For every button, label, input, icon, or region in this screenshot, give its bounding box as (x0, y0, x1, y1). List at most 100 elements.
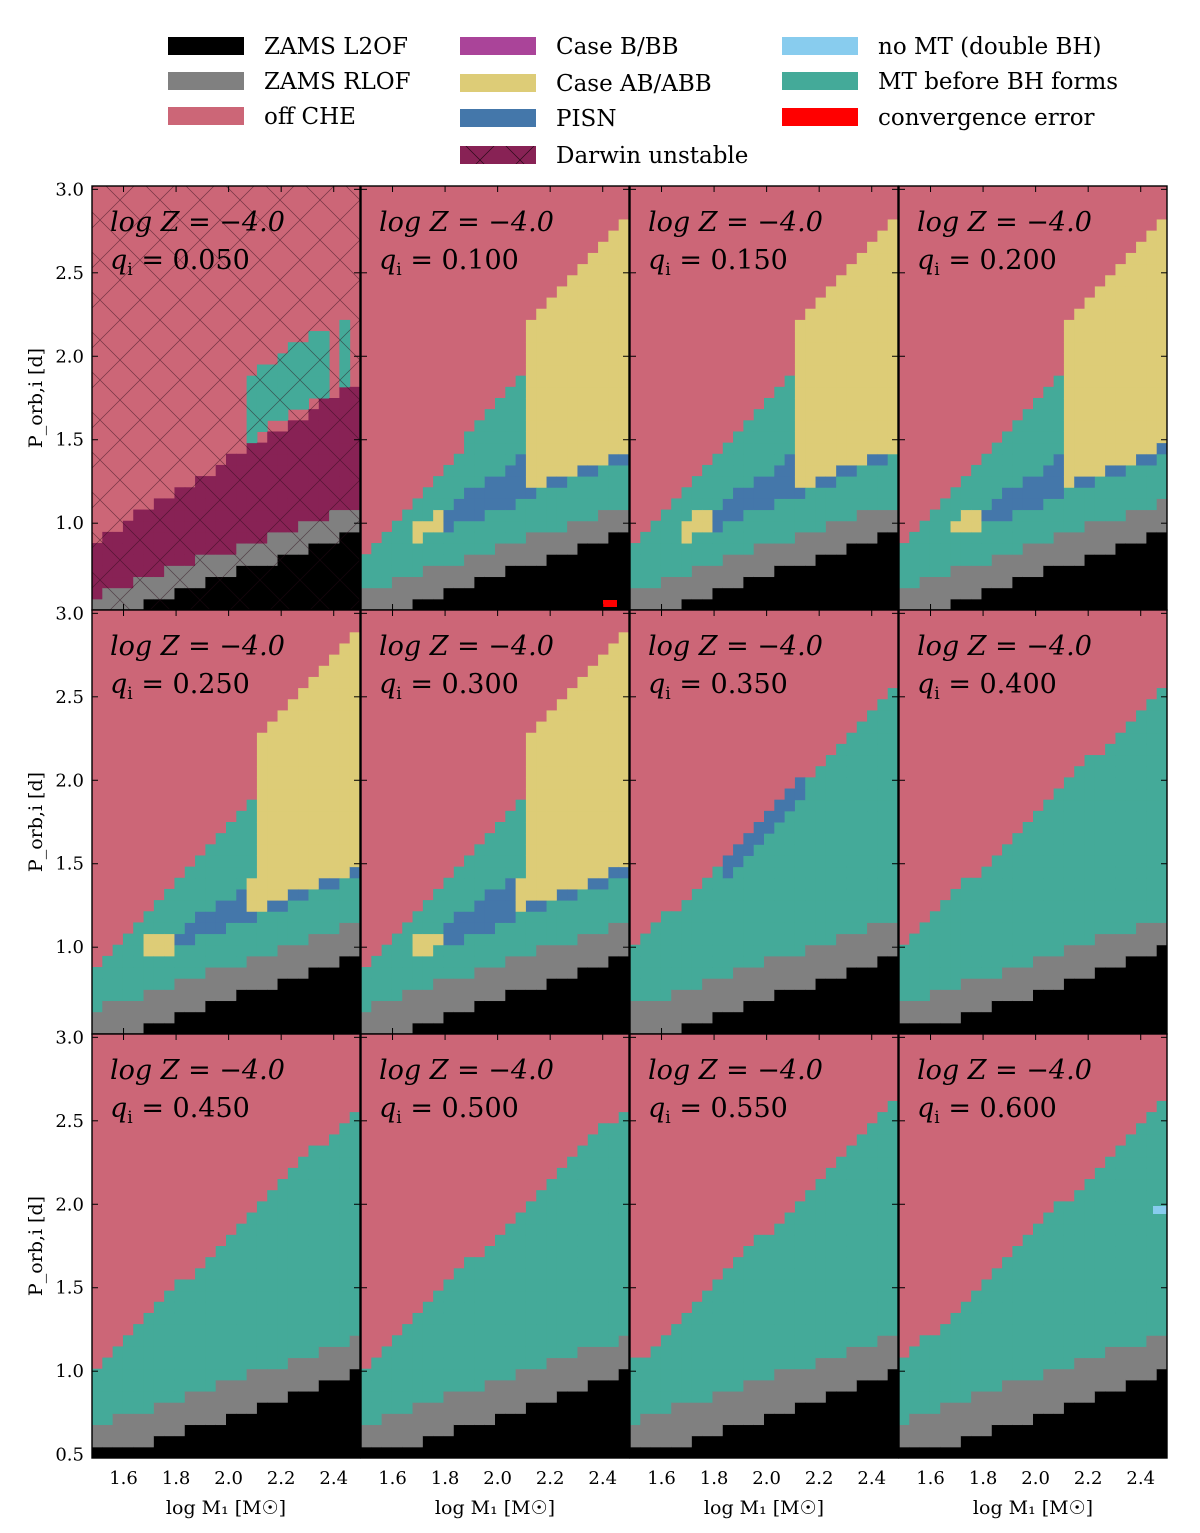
panel: log Z = −4.0qi = 0.300 (360, 609, 630, 1035)
heatmap-cell (361, 1435, 372, 1448)
heatmap-cell (412, 955, 424, 968)
heatmap-cell (318, 1167, 330, 1180)
heatmap-cell (205, 844, 217, 856)
heatmap-cell (164, 922, 175, 935)
heatmap-cell (1012, 911, 1024, 923)
heatmap-cell (349, 810, 360, 823)
heatmap-cell (184, 1279, 196, 1292)
heatmap-cell (733, 1000, 744, 1013)
heatmap-cell (960, 476, 972, 488)
heatmap-cell (515, 431, 527, 444)
heatmap-cell (361, 554, 372, 566)
heatmap-cell (1022, 476, 1034, 488)
heatmap-cell (598, 900, 609, 912)
heatmap-cell (422, 922, 434, 935)
heatmap-cell (361, 978, 372, 990)
heatmap-cell (525, 978, 537, 990)
heatmap-cell (277, 743, 289, 756)
heatmap-cell (577, 409, 589, 421)
heatmap-cell (391, 587, 403, 600)
heatmap-cell (184, 978, 196, 990)
heatmap-cell (484, 955, 496, 968)
heatmap-cell (484, 587, 496, 600)
heatmap-cell (805, 364, 817, 377)
heatmap-cell (1094, 799, 1106, 812)
heatmap-cell (308, 1201, 320, 1214)
heatmap-cell (587, 1022, 599, 1034)
heatmap-cell (277, 1424, 289, 1437)
panel-title: log Z = −4.0 (379, 631, 554, 662)
heatmap-cell (608, 498, 620, 511)
heatmap-cell (1115, 275, 1127, 287)
heatmap-cell (1043, 799, 1055, 812)
heatmap-cell (495, 888, 506, 901)
heatmap-cell (546, 554, 558, 566)
heatmap-cell (1115, 554, 1127, 566)
heatmap-cell (329, 788, 340, 801)
heatmap-cell (153, 944, 165, 957)
heatmap-cell (618, 520, 629, 533)
heatmap-cell (349, 855, 360, 868)
heatmap-cell (246, 1312, 258, 1325)
heatmap-cell (702, 888, 713, 901)
heatmap-cell (277, 1190, 289, 1202)
heatmap-cell (608, 275, 620, 287)
heatmap-cell (546, 777, 558, 790)
heatmap-cell (587, 286, 599, 299)
heatmap-cell (1146, 476, 1158, 488)
heatmap-cell (577, 866, 589, 879)
heatmap-cell (971, 967, 982, 979)
heatmap-cell (422, 1391, 434, 1403)
heatmap-cell (971, 598, 982, 610)
heatmap-cell (805, 922, 817, 935)
heatmap-cell (1002, 978, 1013, 990)
heatmap-cell (650, 1022, 662, 1034)
heatmap-cell (577, 788, 589, 801)
heatmap-cell (433, 565, 444, 578)
heatmap-cell (1094, 877, 1106, 890)
heatmap-cell (815, 464, 827, 477)
heatmap-cell (318, 1022, 330, 1034)
heatmap-cell (1115, 810, 1127, 823)
heatmap-cell (174, 1368, 186, 1381)
heatmap-cell (1136, 911, 1147, 923)
heatmap-cell (236, 855, 248, 868)
heatmap-cell (712, 598, 724, 610)
heatmap-cell (226, 944, 237, 957)
heatmap-cell (940, 933, 952, 946)
heatmap-cell (92, 978, 103, 990)
heatmap-cell (287, 1435, 299, 1448)
heatmap-cell (205, 1368, 217, 1381)
heatmap-cell (899, 598, 910, 610)
heatmap-cell (402, 1000, 414, 1013)
heatmap-cell (525, 989, 537, 1002)
heatmap-cell (349, 1179, 360, 1191)
heatmap-cell (536, 420, 548, 432)
heatmap-cell (329, 1391, 340, 1403)
heatmap-cell (640, 531, 652, 544)
heatmap-cell (143, 955, 155, 968)
heatmap-cell (991, 487, 1003, 499)
heatmap-cell (329, 1156, 340, 1169)
heatmap-cell (971, 531, 982, 544)
heatmap-cell (1094, 420, 1106, 432)
heatmap-cell (102, 1357, 114, 1370)
heatmap-cell (598, 944, 609, 957)
heatmap-cell (1146, 554, 1158, 566)
heatmap-cell (1074, 1011, 1086, 1024)
heatmap-cell (536, 743, 548, 756)
heatmap-cell (1084, 543, 1096, 555)
heatmap-cell (567, 431, 578, 444)
heatmap-cell (153, 1446, 165, 1458)
heatmap-cell (256, 1223, 268, 1236)
heatmap-cell (277, 1268, 289, 1280)
heatmap-cell (298, 1335, 309, 1347)
heatmap-cell (940, 565, 952, 578)
heatmap-cell (205, 1446, 217, 1458)
heatmap-cell (598, 967, 609, 979)
heatmap-cell (298, 844, 309, 856)
heatmap-cell (1033, 933, 1044, 946)
heatmap-cell (815, 353, 827, 366)
heatmap-cell (412, 967, 424, 979)
